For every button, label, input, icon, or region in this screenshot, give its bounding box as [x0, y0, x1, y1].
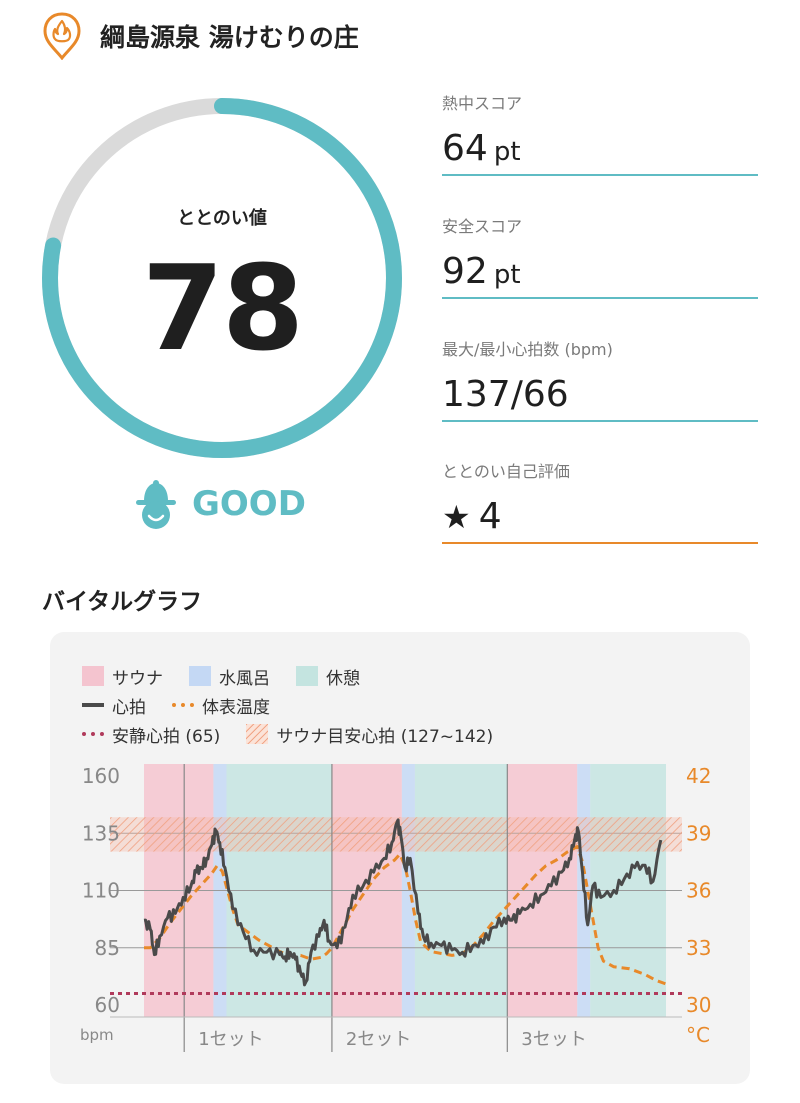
safety-score-label: 安全スコア [442, 217, 523, 236]
rest-swatch [296, 666, 318, 686]
left-tick-label: 110 [82, 879, 120, 903]
right-axis-unit: °C [686, 1023, 710, 1047]
legend-heart-rate: 心拍 [112, 697, 146, 718]
target-hr-swatch [246, 724, 269, 744]
totonoi-score-ring [42, 98, 402, 458]
legend-target-hr: サウナ目安心拍 (127~142) [276, 726, 494, 747]
heat-score-unit: pt [493, 137, 521, 167]
divider [442, 297, 758, 299]
right-tick-label: 33 [686, 936, 711, 960]
legend-sauna: サウナ [112, 668, 163, 689]
heart-rate-range-label: 最大/最小心拍数 (bpm) [442, 340, 613, 359]
left-tick-label: 135 [82, 821, 120, 845]
facility-name: 綱島源泉 湯けむりの庄 [100, 23, 359, 52]
legend-reference: 安静心拍 (65) サウナ目安心拍 (127~142) [82, 721, 519, 747]
star-icon: ★ [442, 498, 471, 536]
legend-resting-hr: 安静心拍 (65) [112, 726, 221, 747]
right-tick-label: 39 [686, 821, 711, 845]
right-tick-label: 36 [686, 879, 711, 903]
hot-spring-pin-icon [43, 12, 81, 60]
heat-score-metric: 熱中スコア 64 pt [442, 90, 758, 176]
safety-score-unit: pt [493, 260, 521, 290]
heart-rate-swatch [82, 703, 104, 707]
set-label: 3セット [521, 1029, 586, 1050]
left-axis-unit: bpm [80, 1026, 114, 1044]
heart-rate-line [143, 818, 663, 987]
heat-score-label: 熱中スコア [442, 94, 523, 113]
legend-lines: 心拍 体表温度 [82, 692, 296, 718]
right-tick-label: 30 [686, 993, 711, 1017]
body-temp-swatch [172, 703, 194, 707]
water-swatch [189, 666, 211, 686]
set-label: 2セット [346, 1029, 411, 1050]
left-tick-label: 160 [82, 764, 120, 788]
smiling-face-sauna-hat-icon [136, 480, 176, 529]
safety-score-value: 92 [442, 251, 488, 292]
resting-hr-swatch [82, 732, 104, 736]
vital-graph-title: バイタルグラフ [42, 589, 203, 615]
right-tick-label: 42 [686, 764, 711, 788]
legend-body-temp: 体表温度 [202, 697, 270, 718]
set-label: 1セット [198, 1029, 263, 1050]
totonoi-score-progress [42, 98, 402, 458]
sauna-swatch [82, 666, 104, 686]
divider [442, 420, 758, 422]
body-temp-line [144, 845, 667, 986]
self-rating-label: ととのい自己評価 [442, 462, 570, 481]
totonoi-rating: GOOD [192, 484, 306, 524]
legend-rest: 休憩 [326, 668, 360, 689]
totonoi-score-label: ととのい値 [177, 208, 267, 229]
totonoi-score-value: 78 [141, 239, 304, 377]
divider [442, 174, 758, 176]
vital-chart: 160 135 110 85 60 42 39 36 33 30 bpm °C 1セット 2セット 3セット [80, 764, 711, 1052]
heat-score-value: 64 [442, 128, 488, 169]
legend-phases: サウナ 水風呂 休憩 [82, 663, 386, 689]
heart-rate-range-metric: 最大/最小心拍数 (bpm) 137/66 [442, 336, 758, 422]
left-tick-label: 60 [95, 993, 120, 1017]
heart-rate-range-value: 137/66 [442, 374, 569, 415]
left-tick-label: 85 [95, 936, 120, 960]
safety-score-metric: 安全スコア 92 pt [442, 213, 758, 299]
legend-water: 水風呂 [219, 668, 270, 689]
self-rating-value: 4 [478, 496, 502, 537]
self-rating-metric: ととのい自己評価 ★ 4 [442, 458, 758, 544]
divider [442, 542, 758, 544]
